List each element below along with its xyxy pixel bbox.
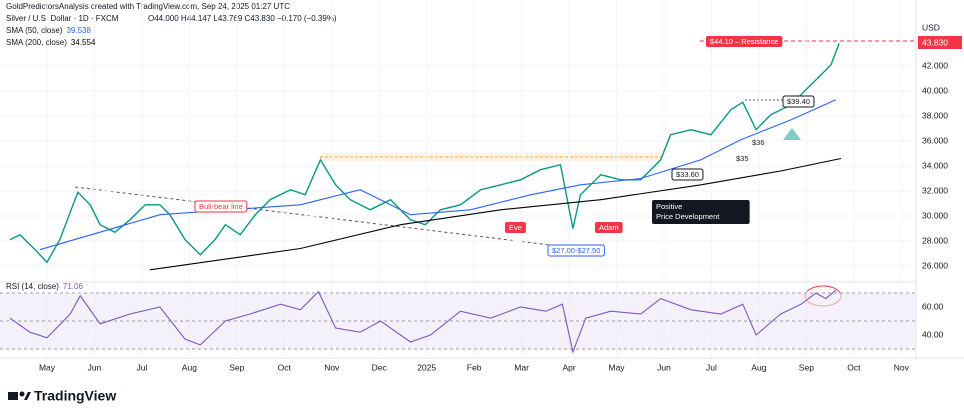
annotation-text: $36 <box>752 138 765 147</box>
annotation-box <box>748 137 769 148</box>
annotation: Positive Price Development <box>652 200 750 224</box>
annotation: $39.40 <box>782 95 815 108</box>
annotation-box <box>505 222 526 233</box>
credit: GoldPredictorsAnalysis created with Trad… <box>6 2 290 11</box>
annotation: $44.10 – Resistance <box>706 36 783 47</box>
x-tick-label: Nov <box>894 362 910 372</box>
x-tick-label: Jun <box>657 362 671 372</box>
y-tick-label: 32.000 <box>922 185 948 195</box>
annotation-line: Positive <box>656 202 682 211</box>
x-tick-label: Aug <box>182 362 197 372</box>
legend-value: 39.538 <box>66 26 91 35</box>
y-tick-label: 34.000 <box>922 160 948 170</box>
series-line <box>39 99 837 251</box>
annotation-line: Price Development <box>656 212 720 221</box>
x-tick-label: Jun <box>88 362 102 372</box>
annotation-text: Eve <box>509 223 522 232</box>
last-price-tag <box>918 36 962 49</box>
annotation-text: $33.60 <box>676 170 699 179</box>
annotation: Adam <box>595 222 623 233</box>
x-tick-label: Apr <box>562 362 575 372</box>
last-price: 43.830 <box>922 37 948 47</box>
bull-bear-line <box>74 186 551 246</box>
legend-name: RSI (14, close) <box>6 282 59 291</box>
symbol: Silver / U.S. Dollar · 1D · FXCM <box>6 14 119 23</box>
logo: TradingView <box>8 388 116 404</box>
series-line <box>9 289 837 354</box>
y-tick-label: 60.00 <box>922 301 944 311</box>
annotation-text: Positive Price Development <box>656 202 720 221</box>
annotation-box <box>671 168 704 181</box>
annotation-box <box>652 200 750 224</box>
legend-name: SMA (200, close) <box>6 38 67 47</box>
annotation-text: $35 <box>736 154 749 163</box>
annotation-box <box>194 200 248 213</box>
x-tick-label: Mar <box>514 362 529 372</box>
x-tick-label: Sep <box>799 362 814 372</box>
x-tick-label: 2025 <box>417 362 436 372</box>
annotation: $35 <box>732 153 753 164</box>
annotation: $27.00-$27.50 <box>547 244 605 257</box>
annotation-box <box>732 153 753 164</box>
legend-value: 71.06 <box>63 282 84 291</box>
x-tick-label: May <box>39 362 56 372</box>
annotation-text: Adam <box>599 223 619 232</box>
annotation-box <box>706 36 783 47</box>
annotation-box <box>595 222 623 233</box>
x-tick-label: Jul <box>136 362 147 372</box>
y-tick-label: 36.000 <box>922 135 948 145</box>
series-line <box>149 157 842 271</box>
x-tick-label: Oct <box>847 362 861 372</box>
x-tick-label: Oct <box>278 362 292 372</box>
y-tick-label: 38.000 <box>922 110 948 120</box>
annotation-text: $44.10 – Resistance <box>710 37 778 46</box>
annotation-text: Bull-bear line <box>199 202 243 211</box>
x-tick-label: Sep <box>229 362 244 372</box>
x-tick-label: Nov <box>324 362 340 372</box>
annotation: Eve <box>505 222 526 233</box>
x-tick-label: Feb <box>467 362 482 372</box>
y-tick-label: 28.000 <box>922 235 948 245</box>
legend-name: SMA (50, close) <box>6 26 63 35</box>
x-tick-label: May <box>608 362 625 372</box>
y-tick-label: 26.000 <box>922 260 948 270</box>
y-tick-label: 40.000 <box>922 85 948 95</box>
y-tick-label: 42.000 <box>922 60 948 70</box>
currency: USD <box>922 22 940 32</box>
zone <box>322 153 662 161</box>
annotation-text: $27.00-$27.50 <box>552 246 600 255</box>
x-tick-label: Aug <box>751 362 766 372</box>
annotation: $33.60 <box>671 168 704 181</box>
annotation: $36 <box>748 137 769 148</box>
annotation-box <box>782 95 815 108</box>
x-tick-label: Dec <box>372 362 388 372</box>
ohlc: O44.000 H44.147 L43.769 C43.830 −0.170 (… <box>148 14 337 23</box>
legend-value: 34.554 <box>71 38 96 47</box>
y-tick-label: 40.00 <box>922 329 944 339</box>
annotation-box <box>547 244 605 257</box>
logo-text: TradingView <box>34 388 116 404</box>
annotation-text: $39.40 <box>787 97 810 106</box>
annotation: Bull-bear line <box>194 200 248 213</box>
arrow-up <box>783 128 801 140</box>
x-tick-label: Jul <box>706 362 717 372</box>
y-tick-label: 30.000 <box>922 210 948 220</box>
